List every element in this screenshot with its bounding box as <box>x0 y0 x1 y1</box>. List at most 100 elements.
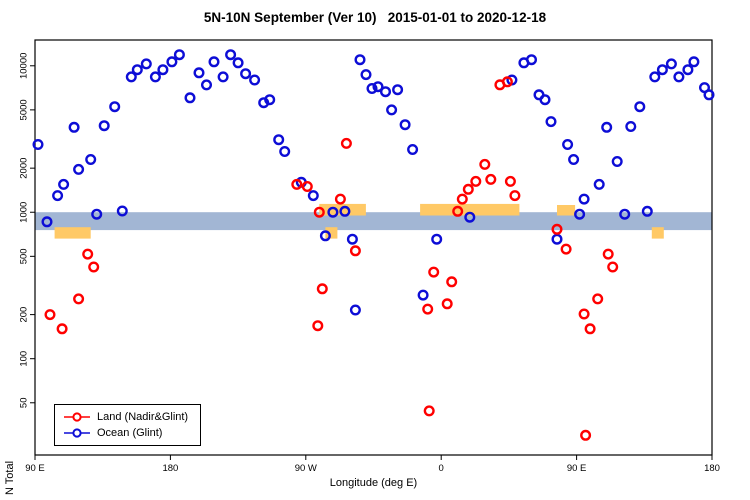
y-tick-label: 10000 <box>19 53 30 79</box>
data-point-ocean <box>149 71 161 83</box>
data-point-land <box>607 261 619 273</box>
x-tick-label: 90 E <box>25 463 45 474</box>
ocean-legend-circle <box>72 428 82 438</box>
land-legend-circle <box>72 412 82 422</box>
data-point-ocean <box>392 84 404 96</box>
data-point-ocean <box>32 138 44 150</box>
data-point-land <box>82 248 94 260</box>
data-point-ocean <box>217 71 229 83</box>
data-point-ocean <box>417 289 429 301</box>
data-point-ocean <box>619 208 631 220</box>
data-point-ocean <box>349 304 361 316</box>
data-point-land <box>485 173 497 185</box>
data-point-ocean <box>58 178 70 190</box>
y-tick-label: 1000 <box>19 202 30 223</box>
data-point-ocean <box>354 54 366 66</box>
data-point-land <box>316 283 328 295</box>
legend-item-land: Land (Nadir&Glint) <box>63 409 188 425</box>
data-point-land <box>592 293 604 305</box>
data-point-ocean <box>125 71 137 83</box>
data-point-land <box>422 303 434 315</box>
data-point-ocean <box>625 120 637 132</box>
data-point-ocean <box>232 57 244 69</box>
data-point-land <box>428 266 440 278</box>
data-point-ocean <box>109 101 121 113</box>
land-fraction-patch <box>54 227 91 239</box>
data-point-ocean <box>634 101 646 113</box>
land-symbol-icon <box>64 412 90 422</box>
data-point-ocean <box>578 193 590 205</box>
x-tick-label: 90 E <box>567 463 587 474</box>
data-point-land <box>313 206 325 218</box>
data-point-ocean <box>380 86 392 98</box>
data-point-ocean <box>184 92 196 104</box>
data-point-ocean <box>98 120 110 132</box>
x-tick-label: 180 <box>704 463 720 474</box>
data-point-ocean <box>545 116 557 128</box>
data-point-ocean <box>200 79 212 91</box>
data-point-land <box>578 308 590 320</box>
x-axis-title: Longitude (deg E) <box>329 477 418 489</box>
data-point-ocean <box>372 81 384 93</box>
data-point-ocean <box>688 56 700 68</box>
data-point-land <box>479 158 491 170</box>
data-point-ocean <box>225 49 237 61</box>
data-point-ocean <box>431 233 443 245</box>
land-fraction-patch <box>557 205 576 216</box>
data-point-ocean <box>339 205 351 217</box>
data-point-land <box>504 175 516 187</box>
data-point-ocean <box>208 56 220 68</box>
data-point-land <box>560 243 572 255</box>
data-point-ocean <box>673 71 685 83</box>
data-point-ocean <box>568 153 580 165</box>
data-point-land <box>584 323 596 335</box>
legend: Land (Nadir&Glint) Ocean (Glint) <box>54 404 202 446</box>
y-tick-label: 500 <box>19 248 30 264</box>
data-point-land <box>501 76 513 88</box>
data-point-ocean <box>346 233 358 245</box>
data-point-land <box>73 293 85 305</box>
legend-label-land: Land (Nadir&Glint) <box>97 411 189 423</box>
data-point-ocean <box>85 153 97 165</box>
data-point-ocean <box>91 208 103 220</box>
y-tick-label: 200 <box>19 307 30 323</box>
chart-title: 5N-10N September (Ver 10) 2015-01-01 to … <box>203 10 547 25</box>
data-point-ocean <box>140 58 152 70</box>
data-point-ocean <box>240 68 252 80</box>
data-point-land <box>291 178 303 190</box>
legend-item-ocean: Ocean (Glint) <box>63 425 188 441</box>
data-point-land <box>340 137 352 149</box>
data-point-land <box>602 248 614 260</box>
data-point-ocean <box>68 121 80 133</box>
data-point-ocean <box>574 208 586 220</box>
data-point-ocean <box>166 56 178 68</box>
data-point-land <box>452 205 464 217</box>
data-point-ocean <box>601 121 613 133</box>
data-point-land <box>580 429 592 441</box>
data-point-land <box>56 323 68 335</box>
y-tick-label: 2000 <box>19 158 30 179</box>
data-point-ocean <box>399 119 411 131</box>
data-point-ocean <box>273 134 285 146</box>
data-point-ocean <box>386 104 398 116</box>
y-tick-label: 5000 <box>19 99 30 120</box>
data-point-ocean <box>665 58 677 70</box>
data-point-ocean <box>360 69 372 81</box>
data-point-land <box>462 183 474 195</box>
x-tick-label: 180 <box>162 463 178 474</box>
y-axis-title: N Total <box>4 460 16 495</box>
data-point-ocean <box>611 155 623 167</box>
data-point-land <box>88 261 100 273</box>
data-point-ocean <box>249 74 261 86</box>
data-point-land <box>446 276 458 288</box>
land-fraction-patch <box>325 227 338 239</box>
data-point-ocean <box>73 163 85 175</box>
data-point-ocean <box>526 54 538 66</box>
plot-border <box>34 39 713 456</box>
data-point-land <box>301 180 313 192</box>
data-point-ocean <box>131 64 143 76</box>
data-point-land <box>312 320 324 332</box>
data-point-land <box>441 298 453 310</box>
data-point-ocean <box>649 71 661 83</box>
